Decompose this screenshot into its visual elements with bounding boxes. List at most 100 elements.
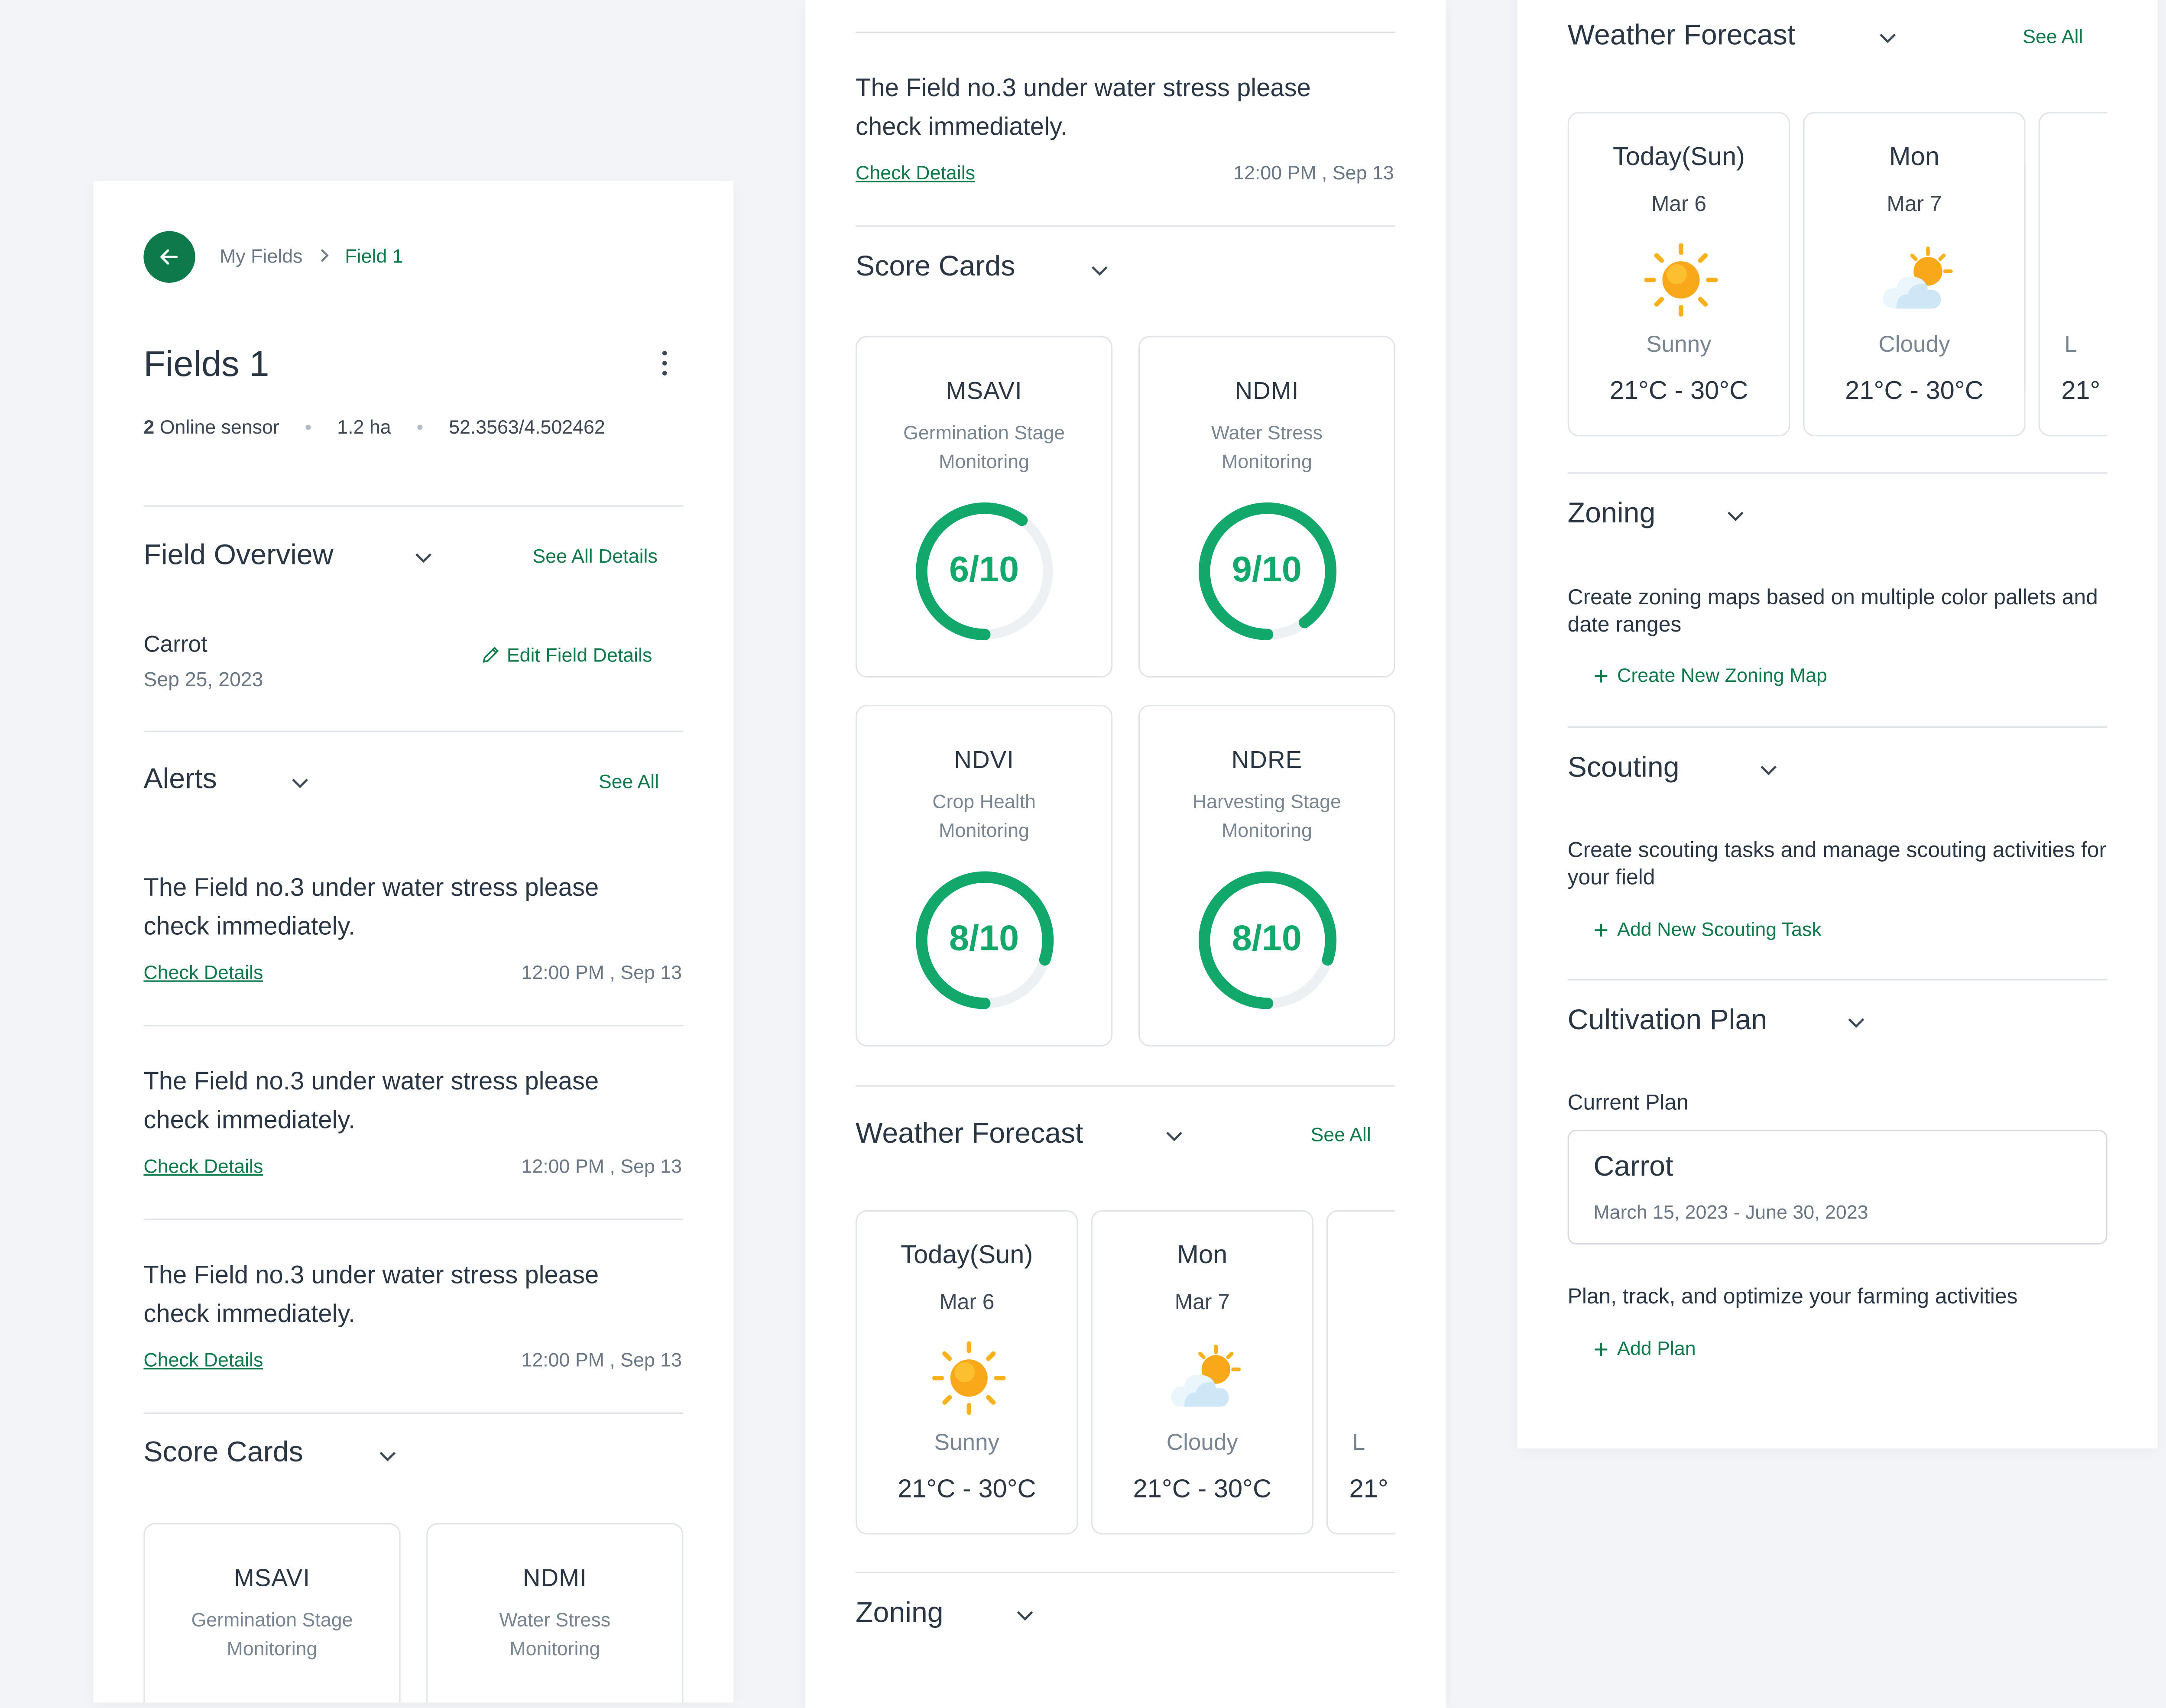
weather-see-all-link[interactable]: See All xyxy=(1310,1124,1371,1146)
see-all-details-link[interactable]: See All Details xyxy=(532,545,658,567)
panel-planning: Weather Forecast See All Today(Sun) Mar … xyxy=(1517,0,2158,1449)
breadcrumb-current: Field 1 xyxy=(345,245,403,267)
panel-field-details: My Fields Field 1 Fields 1 2 Online sens… xyxy=(93,181,734,1703)
chevron-down-icon[interactable] xyxy=(1757,758,1780,781)
scouting-description: Create scouting tasks and manage scoutin… xyxy=(1567,838,2107,890)
score-card-name: MSAVI xyxy=(233,1565,310,1592)
weather-day-card[interactable]: Mon Mar 7 Cloudy 21°C - 30°C xyxy=(1803,112,2026,437)
weather-condition: Sunny xyxy=(934,1431,1000,1456)
score-ring-progress xyxy=(1199,871,1337,1009)
score-card-ndre[interactable]: NDRE Harvesting Stage Monitoring 8/10 xyxy=(1138,705,1396,1047)
chevron-down-icon[interactable] xyxy=(1845,1011,1868,1034)
add-plan-label: Add Plan xyxy=(1617,1338,1696,1360)
breadcrumb-parent[interactable]: My Fields xyxy=(220,245,303,267)
check-details-link[interactable]: Check Details xyxy=(143,1155,263,1177)
weather-condition: L xyxy=(1352,1431,1365,1456)
sensor-count: 2 xyxy=(143,416,155,438)
check-details-link[interactable]: Check Details xyxy=(143,962,263,983)
weather-temp-range: 21°C - 30°C xyxy=(1845,376,1984,405)
score-value: 6/10 xyxy=(949,550,1019,590)
plus-icon: + xyxy=(1593,916,1609,945)
score-ring-progress xyxy=(916,871,1054,1009)
score-card-msavi[interactable]: MSAVI Germination Stage Monitoring 6/10 xyxy=(856,336,1113,678)
alerts-title: Alerts xyxy=(143,763,217,795)
sensor-label: Online sensor xyxy=(159,416,279,438)
score-card-subtitle: Water Stress xyxy=(499,1609,611,1631)
weather-carousel[interactable]: Today(Sun) Mar 6 Sunny 21°C - 30°C Mon M… xyxy=(1567,112,2108,437)
score-card-subtitle: Water Stress xyxy=(1211,422,1323,444)
alert-message: The Field no.3 under water stress please… xyxy=(143,1066,599,1134)
plus-icon: + xyxy=(1593,1335,1609,1364)
cultivation-description: Plan, track, and optimize your farming a… xyxy=(1567,1284,2018,1309)
add-plan-button[interactable]: + Add Plan xyxy=(1593,1335,1696,1365)
current-plan-card[interactable]: Carrot March 15, 2023 - June 30, 2023 xyxy=(1567,1129,2108,1245)
weather-see-all-link[interactable]: See All xyxy=(2023,26,2083,48)
plan-name: Carrot xyxy=(1593,1151,1673,1183)
cultivation-plan-title: Cultivation Plan xyxy=(1567,1005,1767,1037)
score-ring-progress xyxy=(1199,502,1337,640)
partly-cloudy-icon xyxy=(1883,246,1953,309)
weather-carousel[interactable]: Today(Sun) Mar 6 Sunny 21°C - 30°C Mon M… xyxy=(856,1210,1396,1535)
chevron-right-icon xyxy=(320,249,328,262)
score-card-ndvi[interactable]: NDVI Crop Health Monitoring 8/10 xyxy=(856,705,1113,1047)
edit-field-details-button[interactable]: Edit Field Details xyxy=(481,645,652,666)
weather-day-card[interactable]: Today(Sun) Mar 6 Sunny 21°C - 30°C xyxy=(1567,112,1790,437)
score-card-ndmi[interactable]: NDMI Water Stress Monitoring xyxy=(426,1523,684,1703)
create-zoning-map-button[interactable]: + Create New Zoning Map xyxy=(1593,662,1827,692)
check-details-link[interactable]: Check Details xyxy=(856,162,976,184)
weather-day-card[interactable]: L 21° xyxy=(1326,1210,1396,1535)
weather-day-card[interactable]: Today(Sun) Mar 6 Sunny 21°C - 30°C xyxy=(856,1210,1078,1535)
alert-time: 12:00 PM , Sep 13 xyxy=(1233,162,1394,184)
score-ring xyxy=(916,871,1054,1009)
alerts-see-all-link[interactable]: See All xyxy=(598,771,659,793)
add-scouting-task-button[interactable]: + Add New Scouting Task xyxy=(1593,916,1821,946)
weather-day-card[interactable]: Mon Mar 7 Cloudy 21°C - 30°C xyxy=(1091,1210,1314,1535)
check-details-link[interactable]: Check Details xyxy=(143,1349,263,1371)
weather-temp-range: 21°C - 30°C xyxy=(1133,1474,1272,1503)
score-card-ndmi[interactable]: NDMI Water Stress Monitoring 9/10 xyxy=(1138,336,1396,678)
page-title: Fields 1 xyxy=(143,344,269,385)
score-card-name: MSAVI xyxy=(946,377,1022,405)
chevron-down-icon[interactable] xyxy=(376,1444,399,1467)
weather-forecast-title: Weather Forecast xyxy=(1567,20,1796,52)
chevron-down-icon[interactable] xyxy=(412,545,435,568)
score-cards-title: Score Cards xyxy=(143,1437,303,1469)
crop-name: Carrot xyxy=(143,633,208,658)
weather-condition: Sunny xyxy=(1646,333,1712,358)
score-ring xyxy=(916,502,1054,640)
score-value: 8/10 xyxy=(949,918,1019,959)
chevron-down-icon[interactable] xyxy=(289,771,311,794)
weather-condition: Cloudy xyxy=(1166,1431,1238,1456)
plan-dates: March 15, 2023 - June 30, 2023 xyxy=(1593,1201,1868,1223)
panel-scorecards-weather: The Field no.3 under water stress please… xyxy=(805,0,1446,1708)
score-card-name: NDVI xyxy=(954,746,1014,774)
chevron-down-icon[interactable] xyxy=(1724,504,1747,527)
field-meta: 2 Online sensor • 1.2 ha • 52.3563/4.502… xyxy=(143,416,605,438)
chevron-down-icon[interactable] xyxy=(1088,258,1111,281)
score-card-msavi[interactable]: MSAVI Germination Stage Monitoring xyxy=(143,1523,401,1703)
alert-message: The Field no.3 under water stress please… xyxy=(856,73,1311,141)
more-vertical-icon[interactable] xyxy=(653,347,676,379)
weather-date: Mar 7 xyxy=(1174,1290,1230,1315)
weather-day: Mon xyxy=(1177,1240,1228,1269)
weather-day: Today(Sun) xyxy=(1612,142,1745,171)
back-button[interactable] xyxy=(143,231,195,283)
score-card-subtitle: Monitoring xyxy=(939,450,1030,473)
partly-cloudy-icon xyxy=(1171,1345,1241,1407)
score-ring-progress xyxy=(916,502,1054,640)
chevron-down-icon[interactable] xyxy=(1876,26,1899,49)
alert-message: The Field no.3 under water stress please… xyxy=(143,1260,599,1328)
chevron-down-icon[interactable] xyxy=(1163,1124,1186,1147)
add-scouting-task-label: Add New Scouting Task xyxy=(1617,918,1822,940)
weather-day: Today(Sun) xyxy=(901,1240,1033,1269)
pencil-icon xyxy=(483,646,499,663)
score-card-subtitle: Crop Health xyxy=(932,791,1036,813)
weather-day-card[interactable]: L 21° xyxy=(2038,112,2108,437)
current-plan-label: Current Plan xyxy=(1567,1091,1689,1115)
zoning-title: Zoning xyxy=(1567,498,1656,530)
score-card-subtitle: Monitoring xyxy=(509,1638,600,1659)
weather-condition: Cloudy xyxy=(1878,333,1950,358)
score-card-name: NDMI xyxy=(522,1565,587,1592)
chevron-down-icon[interactable] xyxy=(1014,1604,1037,1627)
weather-date: Mar 7 xyxy=(1887,192,1942,217)
